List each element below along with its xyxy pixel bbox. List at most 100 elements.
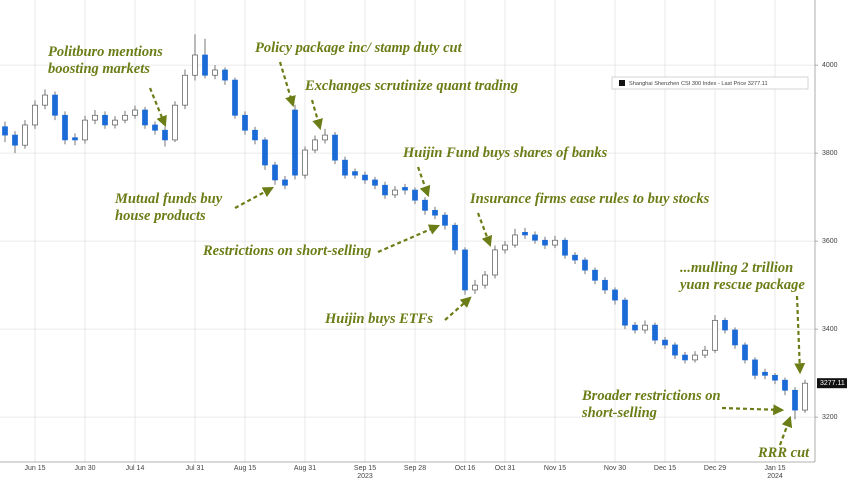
candle-body [442, 214, 448, 226]
x-tick-label: Dec 15 [654, 465, 676, 472]
candle-body [172, 104, 178, 141]
candle-body [342, 159, 348, 176]
candle-body [582, 259, 588, 271]
candle-body [562, 239, 568, 256]
annotation-text: Politburo mentions [48, 44, 163, 60]
x-tick-label: Jul 14 [126, 465, 145, 472]
candle-body [32, 104, 38, 126]
candle-body [512, 234, 518, 246]
legend-box [611, 76, 809, 90]
candle-body [12, 134, 18, 146]
annotation-text: Policy package inc/ stamp duty cut [255, 40, 463, 56]
x-tick-label: Oct 16 [455, 465, 476, 472]
x-tick-label: Nov 30 [604, 465, 626, 472]
annotation-arrow [721, 404, 785, 416]
annotation-text: Broader restrictions on [581, 388, 721, 404]
candle-body [772, 374, 778, 381]
candle-body [2, 126, 8, 136]
annotation-arrow [444, 296, 472, 321]
candle-body [252, 129, 258, 141]
candle-body [722, 319, 728, 331]
annotation-text: short-selling [581, 405, 657, 421]
candle-body [362, 174, 368, 181]
candle-body [592, 269, 598, 281]
candle-body [492, 249, 498, 276]
candle-body [702, 349, 708, 356]
candle-body [272, 164, 278, 181]
candle-body [482, 274, 488, 286]
candle-body [292, 109, 298, 176]
candle-body [752, 359, 758, 376]
candle-body [462, 249, 468, 291]
y-tick-label: 3800 [822, 150, 838, 157]
candle-body [652, 324, 658, 341]
candle-body [472, 284, 478, 291]
candle-body [742, 344, 748, 361]
annotation-text: Restrictions on short-selling [202, 243, 371, 259]
candle-body [622, 299, 628, 326]
candle-body [792, 389, 798, 411]
x-tick-label: Jan 15 [764, 465, 785, 472]
y-tick-label: 3400 [822, 326, 838, 333]
candle-body [282, 179, 288, 186]
candle-body [182, 74, 188, 106]
candles [2, 34, 808, 420]
candle-body [142, 109, 148, 126]
x-tick-label: Aug 15 [234, 465, 256, 472]
candle-body [572, 254, 578, 261]
candle-body [452, 224, 458, 251]
annotation-arrow [234, 186, 274, 209]
candle-body [122, 114, 128, 121]
candle-body [542, 239, 548, 246]
candle-body [432, 209, 438, 216]
candle-body [802, 382, 808, 411]
annotation-text: Exchanges scrutinize quant trading [304, 78, 518, 94]
x-tick-label: Aug 31 [294, 465, 316, 472]
annotation-text: Huijin Fund buys shares of banks [402, 145, 608, 161]
x-tick-label: Sep 15 [354, 465, 376, 472]
candle-body [422, 199, 428, 211]
candle-body [602, 279, 608, 291]
candle-body [102, 114, 108, 126]
annotation-arrow [148, 87, 167, 128]
candle-body [222, 69, 228, 81]
candle-body [382, 184, 388, 196]
candle-body [192, 54, 198, 76]
candle-body [22, 124, 28, 146]
legend: Shanghai Shenzhen CSI 300 Index - Last P… [611, 76, 809, 90]
candle-body [152, 124, 158, 131]
candle-body [532, 234, 538, 241]
y-tick-label: 3600 [822, 238, 838, 245]
candle-body [412, 189, 418, 201]
annotation-text: house products [115, 208, 206, 224]
candle-body [312, 139, 318, 151]
candle-body [392, 189, 398, 196]
candle-body [692, 354, 698, 361]
x-tick-label: Oct 31 [495, 465, 516, 472]
candle-body [132, 109, 138, 116]
candle-body [552, 239, 558, 246]
candle-body [352, 171, 358, 176]
candle-body [322, 134, 328, 141]
legend-swatch [619, 80, 625, 86]
candle-body [372, 179, 378, 186]
candle-body [662, 339, 668, 346]
candle-body [682, 354, 688, 361]
candle-body [72, 137, 78, 141]
annotation-arrow [310, 99, 323, 131]
legend-label: Shanghai Shenzhen CSI 300 Index - Last P… [629, 81, 768, 87]
candle-body [202, 54, 208, 76]
candle-body [262, 139, 268, 166]
candle-body [712, 319, 718, 351]
annotation-arrow [278, 61, 296, 108]
grid [0, 0, 815, 462]
x-tick-label: Jun 15 [24, 465, 45, 472]
annotation-text: Mutual funds buy [114, 191, 223, 207]
candle-body [162, 129, 168, 141]
last-price-label: 3277.11 [820, 380, 845, 387]
annotation-text: yuan rescue package [678, 277, 805, 293]
candle-body [522, 231, 528, 236]
x-tick-label: Sep 28 [404, 465, 426, 472]
